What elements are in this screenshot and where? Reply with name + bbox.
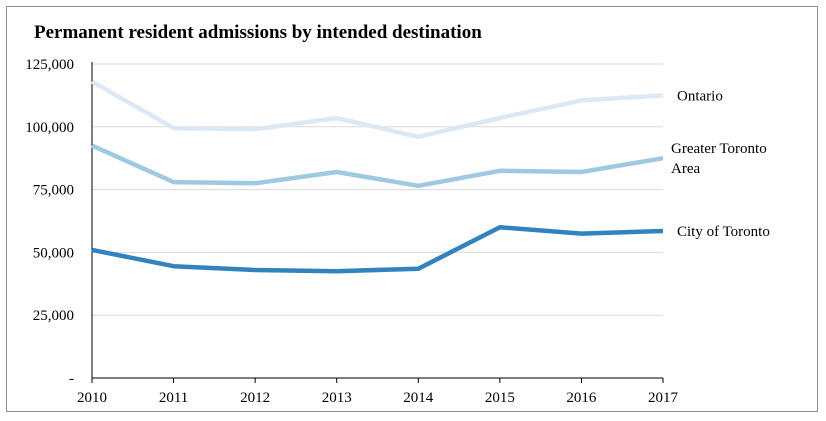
y-tick-label: 75,000: [33, 183, 74, 199]
series-label-line: City of Toronto: [677, 224, 770, 240]
series-label-ontario: Ontario: [677, 88, 723, 104]
x-tick-label: 2011: [159, 390, 188, 406]
chart-frame: [6, 6, 818, 412]
x-tick-label: 2014: [403, 390, 434, 406]
y-tick-label: 100,000: [25, 120, 74, 136]
y-tick-label: 25,000: [33, 308, 74, 324]
y-tick-label: 125,000: [25, 57, 74, 73]
series-label-city-of-toronto: City of Toronto: [677, 224, 770, 240]
y-tick-label: 50,000: [33, 245, 74, 261]
x-tick-label: 2012: [240, 390, 270, 406]
x-tick-label: 2013: [322, 390, 352, 406]
x-axis-tick-labels: 2010 2011 2012 2013 2014 2015 2016 2017: [77, 390, 679, 406]
x-tick-label: 2015: [485, 390, 515, 406]
series-line-ontario: [90, 79, 664, 140]
series-labels: Ontario Greater Toronto Area City of Toront…: [671, 88, 770, 240]
x-tick-label: 2010: [77, 390, 107, 406]
y-axis-tick-labels: - 25,000 50,000 75,000 100,000 125,000: [25, 57, 74, 387]
x-tick-label: 2017: [648, 390, 679, 406]
series-label-line: Ontario: [677, 88, 723, 104]
x-tick-label: 2016: [566, 390, 597, 406]
series-lines: [90, 79, 664, 274]
y-tick-label: -: [69, 371, 74, 387]
series-label-line: Greater Toronto: [671, 141, 767, 157]
gridlines: [92, 63, 663, 316]
series-line-greater-toronto-area: [91, 143, 664, 189]
series-label-greater-toronto-area: Greater Toronto Area: [671, 141, 767, 177]
axes: [91, 62, 664, 383]
series-label-line: Area: [671, 161, 700, 177]
chart-title: Permanent resident admissions by intende…: [34, 22, 482, 43]
series-line-city-of-toronto: [91, 225, 664, 274]
